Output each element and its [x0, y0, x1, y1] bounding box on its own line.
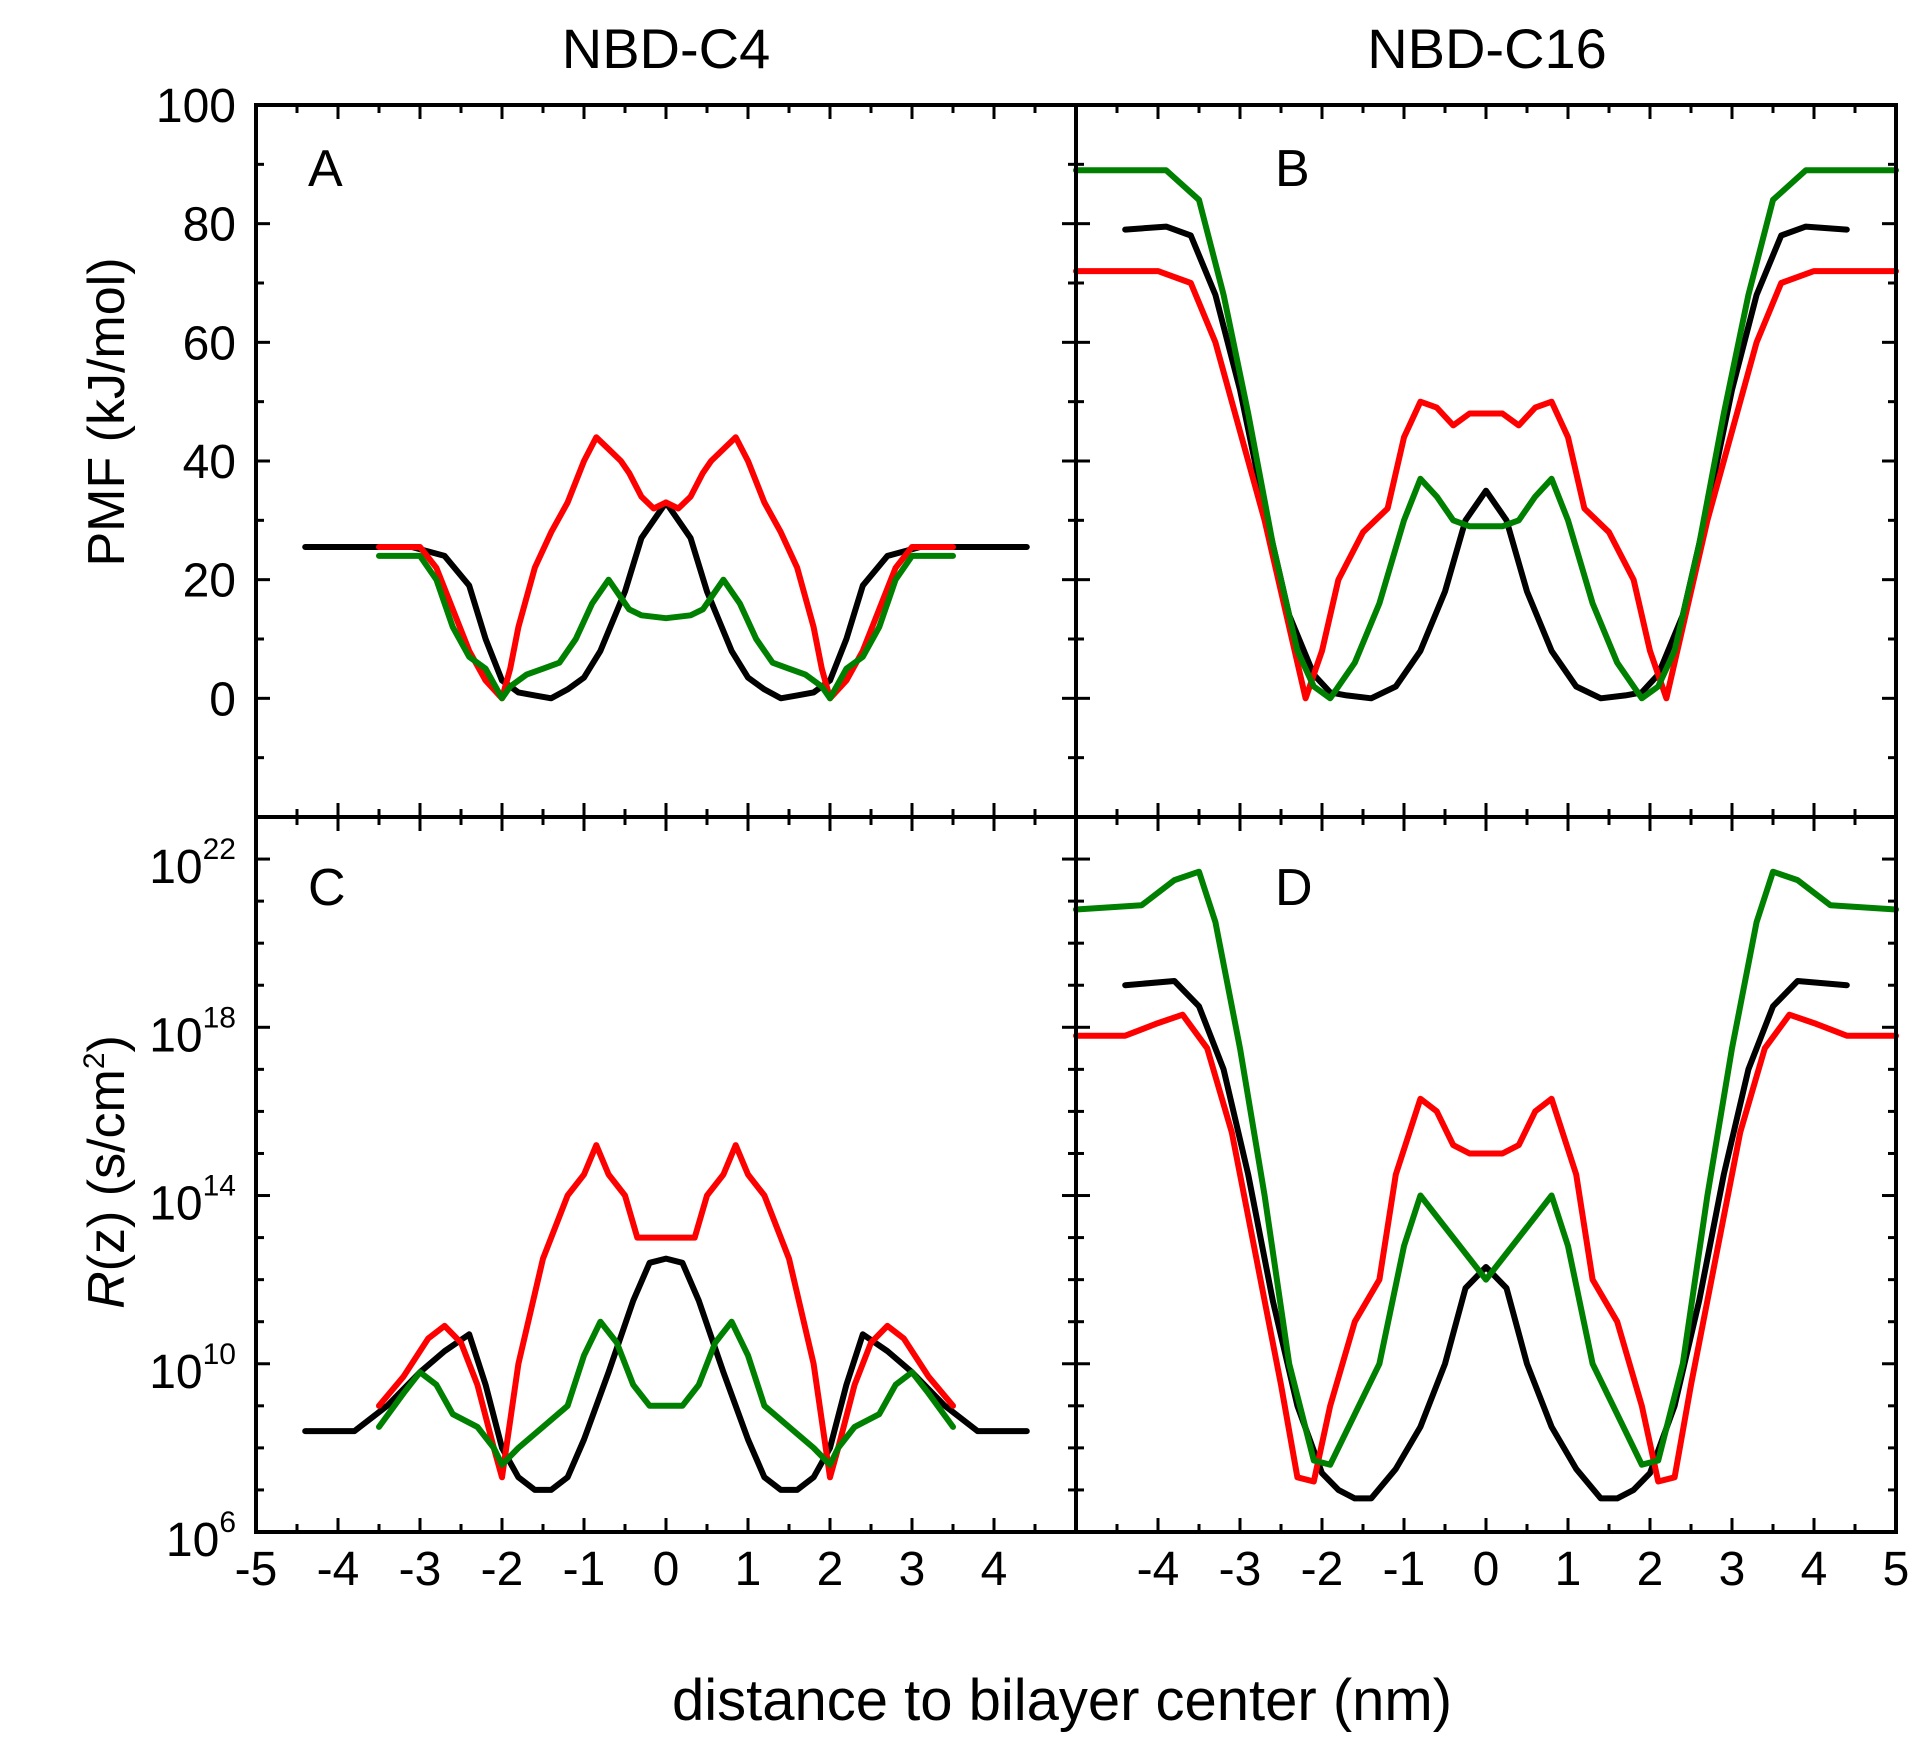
x-tick-label: 3: [899, 1543, 926, 1596]
x-tick-label: 2: [1637, 1543, 1664, 1596]
y-tick-label-exp: 18: [203, 1001, 236, 1034]
series-line-c-red: [376, 1142, 956, 1481]
x-tick-label: 3: [1719, 1543, 1746, 1596]
x-tick-label: -3: [399, 1543, 442, 1596]
series-line-c-green: [376, 1318, 956, 1468]
x-tick-label: 5: [1883, 1543, 1910, 1596]
y-tick-label-base: 10: [149, 1178, 202, 1231]
y-tick-label-exp: 14: [203, 1170, 236, 1203]
x-tick-label: -1: [563, 1543, 606, 1596]
panel-d-frame: [1074, 815, 1898, 1534]
y-axis-label-bottom: R(z) (s/cm2): [78, 1035, 136, 1309]
ticks-layer: -5 -4 -3 -2 -1 0 1 2 3 4 -4 -3 -2 -1 0 1 2 3 4 5 0 20 40 60 80 10…: [149, 80, 1909, 1596]
x-tick-label: 1: [1555, 1543, 1582, 1596]
y-axis-label-top: PMF (kJ/mol): [78, 257, 136, 566]
series-line-d-black: [1122, 978, 1850, 1502]
series-line-a-black: [302, 499, 1030, 702]
y-tick-label: 40: [183, 436, 236, 489]
y-tick-label: 106: [166, 1506, 236, 1567]
y-tick-label-base: 10: [166, 1514, 219, 1567]
y-tick-label: 80: [183, 199, 236, 252]
y-tick-label: 1014: [149, 1170, 236, 1231]
x-tick-label: 0: [1473, 1543, 1500, 1596]
series-line-c-black: [302, 1255, 1030, 1493]
panel-label-c: C: [308, 859, 346, 917]
x-tick-label: 4: [1801, 1543, 1828, 1596]
y-tick-label-base: 10: [149, 1346, 202, 1399]
y-tick-label-exp: 6: [219, 1506, 236, 1539]
x-tick-label: 0: [653, 1543, 680, 1596]
x-tick-label: 1: [735, 1543, 762, 1596]
panel-label-d: D: [1275, 859, 1313, 917]
column-title-right: NBD-C16: [1367, 17, 1607, 80]
y-tick-label: 20: [183, 555, 236, 608]
x-tick-label: -3: [1219, 1543, 1262, 1596]
column-title-left: NBD-C4: [562, 17, 770, 80]
y-tick-label-base: 10: [149, 1009, 202, 1062]
series-line-d-green: [1073, 868, 1899, 1468]
series-line-b-green: [1073, 167, 1899, 702]
y-tick-label-exp: 22: [203, 833, 236, 866]
y-tick-label: 1010: [149, 1338, 236, 1399]
series-line-a-red: [376, 434, 956, 702]
y-axis-label-bottom-rest: (z) (s/cm: [78, 1069, 136, 1271]
x-tick-label: 4: [981, 1543, 1008, 1596]
x-tick-label: -4: [1137, 1543, 1180, 1596]
x-tick-label: -2: [1301, 1543, 1344, 1596]
y-tick-label: 1018: [149, 1001, 236, 1062]
x-axis-label: distance to bilayer center (nm): [672, 1668, 1452, 1733]
x-tick-label: -1: [1383, 1543, 1426, 1596]
y-axis-label-bottom-sup: 2: [78, 1052, 111, 1069]
y-tick-label: 100: [156, 80, 236, 133]
y-tick-label: 60: [183, 317, 236, 370]
x-tick-label: -2: [481, 1543, 524, 1596]
x-tick-label: -5: [235, 1543, 278, 1596]
y-tick-label-base: 10: [149, 841, 202, 894]
x-tick-label: 2: [817, 1543, 844, 1596]
y-axis-label-bottom-italic: R: [78, 1271, 136, 1309]
x-tick-label: -4: [317, 1543, 360, 1596]
y-tick-label-exp: 10: [203, 1338, 236, 1371]
y-axis-label-bottom-close: ): [78, 1035, 136, 1052]
panel-label-b: B: [1275, 140, 1310, 198]
panel-label-a: A: [308, 140, 343, 198]
series-layer: [302, 167, 1899, 1502]
y-tick-label: 1022: [149, 833, 236, 894]
series-line-b-black: [1122, 223, 1850, 702]
y-tick-label: 0: [209, 673, 236, 726]
panel-a-frame: [254, 103, 1078, 819]
series-line-d-red: [1073, 1011, 1899, 1485]
series-line-b-red: [1073, 268, 1899, 702]
series-line-a-green: [376, 552, 956, 702]
